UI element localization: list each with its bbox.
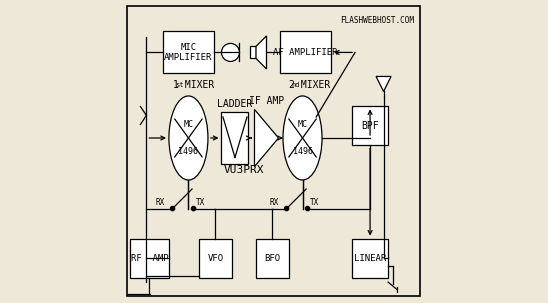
Text: VFO: VFO (207, 254, 224, 263)
Text: BFO: BFO (265, 254, 281, 263)
Circle shape (306, 206, 310, 211)
Text: MIC
AMPLIFIER: MIC AMPLIFIER (164, 43, 213, 62)
Bar (280, 32, 331, 73)
Text: VU3PRX: VU3PRX (224, 165, 264, 175)
Circle shape (284, 206, 289, 211)
Text: MIXER: MIXER (295, 80, 330, 90)
Text: BPF: BPF (361, 121, 379, 131)
Polygon shape (250, 46, 256, 58)
Polygon shape (254, 109, 278, 167)
Circle shape (221, 43, 239, 62)
Bar (199, 238, 232, 278)
Ellipse shape (169, 96, 208, 180)
Bar (130, 238, 169, 278)
Text: FLASHWEBHOST.COM: FLASHWEBHOST.COM (340, 16, 414, 25)
Text: RX: RX (156, 198, 165, 207)
Ellipse shape (283, 96, 322, 180)
Text: 2: 2 (288, 80, 294, 90)
Text: TX: TX (310, 198, 319, 207)
Text: IF AMP: IF AMP (249, 96, 284, 106)
Circle shape (191, 206, 196, 211)
Text: nd: nd (292, 82, 300, 88)
Circle shape (170, 206, 175, 211)
Text: 1496: 1496 (179, 147, 198, 156)
Text: 1: 1 (173, 80, 179, 90)
Text: RF  AMP: RF AMP (130, 254, 168, 263)
Text: AF AMPLIFIER: AF AMPLIFIER (273, 48, 338, 57)
Polygon shape (376, 76, 391, 92)
Bar (352, 106, 388, 145)
Bar (256, 238, 289, 278)
Bar (163, 32, 214, 73)
Bar (352, 238, 388, 278)
Text: 1496: 1496 (293, 147, 312, 156)
Polygon shape (256, 36, 266, 69)
Text: RX: RX (270, 198, 279, 207)
Text: MIXER: MIXER (179, 80, 214, 90)
Text: LINEAR: LINEAR (354, 254, 386, 263)
Text: st: st (175, 82, 184, 88)
Text: MC: MC (298, 120, 307, 129)
Text: TX: TX (196, 198, 205, 207)
Text: MC: MC (184, 120, 193, 129)
Bar (221, 112, 248, 164)
Text: LADDER: LADDER (218, 99, 253, 109)
